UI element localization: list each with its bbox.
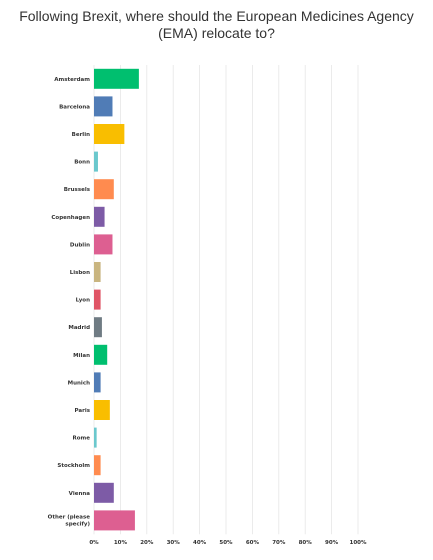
category-label: Lisbon [70, 270, 90, 276]
x-tick-label: 0% [89, 540, 99, 546]
category-label: Lyon [76, 298, 90, 304]
bar [94, 455, 101, 476]
category-label: Paris [75, 408, 91, 414]
x-tick-label: 10% [114, 540, 128, 546]
category-label: Other (please specify) [48, 514, 91, 527]
bars [94, 68, 139, 531]
bar [94, 427, 97, 448]
x-tick-label: 80% [299, 540, 313, 546]
bar [94, 482, 114, 503]
bar [94, 96, 113, 117]
bar [94, 206, 105, 227]
x-tick-label: 70% [272, 540, 286, 546]
category-label: Rome [73, 436, 91, 442]
category-label: Vienna [69, 491, 91, 497]
x-tick-label: 50% [219, 540, 233, 546]
bar [94, 151, 98, 172]
bar [94, 372, 101, 393]
bar [94, 68, 139, 89]
category-label: Berlin [72, 132, 90, 138]
bar [94, 317, 102, 338]
x-tick-label: 30% [167, 540, 181, 546]
bar [94, 289, 101, 310]
category-label: Dublin [70, 242, 90, 248]
x-tick-label: 100% [350, 540, 367, 546]
x-tick-labels: 0% 10% 20% 30% 40% 50% 60% 70% 80% 90% 100% [89, 540, 367, 546]
bar [94, 400, 110, 420]
x-tick-label: 90% [325, 540, 339, 546]
x-tick-label: 60% [246, 540, 260, 546]
bar [94, 179, 114, 200]
category-label: Stockholm [57, 463, 90, 469]
category-label: Barcelona [59, 104, 90, 110]
category-label: Milan [73, 353, 90, 359]
bar [94, 124, 125, 144]
x-tick-label: 20% [140, 540, 154, 546]
bar [94, 234, 113, 255]
category-label: Madrid [68, 325, 90, 331]
category-label: Munich [68, 380, 90, 386]
chart-title: Following Brexit, where should the Europ… [19, 8, 414, 41]
gridlines [93, 65, 359, 535]
bar [94, 510, 135, 531]
category-label: Copenhagen [51, 215, 90, 221]
category-label: Brussels [64, 187, 91, 193]
bar [94, 344, 108, 365]
category-labels: Amsterdam Barcelona Berlin Bonn Brussels Cope… [48, 77, 91, 528]
category-label: Bonn [74, 160, 90, 166]
x-tick-label: 40% [193, 540, 207, 546]
category-label: Amsterdam [54, 77, 90, 83]
bar [94, 262, 101, 282]
